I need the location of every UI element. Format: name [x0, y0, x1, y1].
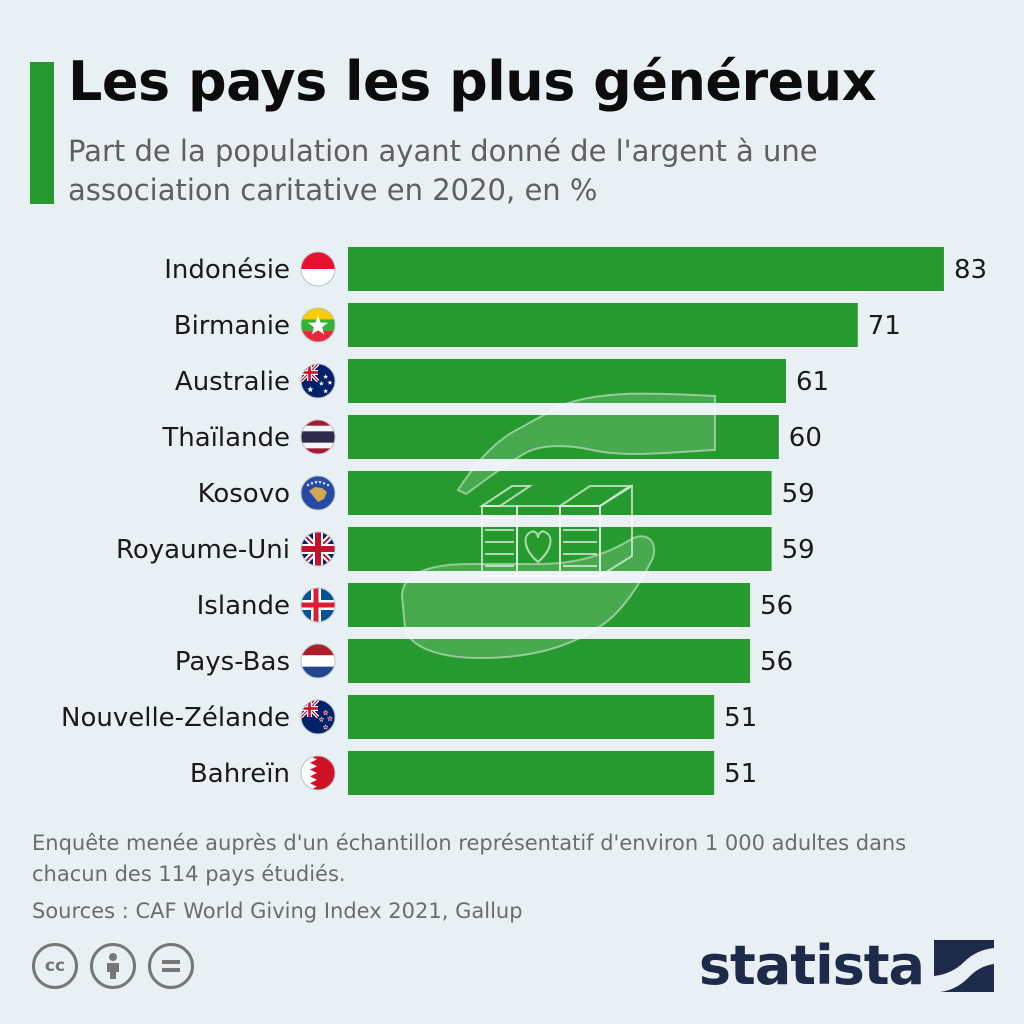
category-label: Birmanie: [174, 311, 290, 341]
attribution-icon: [90, 943, 136, 989]
chart-title: Les pays les plus généreux: [68, 50, 877, 113]
flag-australia-icon: [300, 363, 336, 399]
category-label: Pays-Bas: [175, 647, 290, 677]
cc-label: cc: [44, 956, 66, 976]
statista-logo: statista: [699, 936, 994, 996]
statista-mark-icon: [934, 940, 994, 992]
category-label: Indonésie: [164, 255, 290, 285]
flag-myanmar-icon: [300, 307, 336, 343]
value-label: 61: [796, 367, 829, 397]
flag-thailand-icon: [300, 419, 336, 455]
category-label: Islande: [197, 591, 290, 621]
no-derivatives-icon: [148, 943, 194, 989]
value-label: 56: [760, 591, 793, 621]
category-label: Australie: [175, 367, 290, 397]
flag-uk-icon: [300, 531, 336, 567]
flag-indonesia-icon: [300, 251, 336, 287]
bars-group: [348, 247, 944, 795]
bar-3: [348, 415, 779, 459]
value-label: 60: [789, 423, 822, 453]
category-label: Bahreïn: [190, 759, 290, 789]
flag-new-zealand-icon: [300, 699, 336, 735]
flag-netherlands-icon: [300, 643, 336, 679]
bar-7: [348, 639, 751, 683]
bar-9: [348, 751, 715, 795]
category-label: Royaume-Uni: [116, 535, 290, 565]
brand-name: statista: [698, 934, 925, 997]
category-label: Kosovo: [198, 479, 290, 509]
value-label: 51: [724, 759, 757, 789]
flag-iceland-icon: [300, 587, 336, 623]
bar-6: [348, 583, 751, 627]
bar-2: [348, 359, 786, 403]
value-label: 71: [868, 311, 901, 341]
value-label: 56: [760, 647, 793, 677]
chart-subtitle: Part de la population ayant donné de l'a…: [68, 134, 818, 207]
flag-kosovo-icon: [300, 475, 336, 511]
accent-bar: [30, 62, 54, 204]
category-label: Nouvelle-Zélande: [61, 703, 290, 733]
value-label: 51: [724, 703, 757, 733]
cc-icon: cc: [32, 943, 78, 989]
flag-bahrain-icon: [300, 755, 336, 791]
charity-hands-icon: [400, 392, 716, 660]
bar-chart: Indonésie 83 Birmanie 71 Australie 61 Thaïland…: [0, 238, 1024, 804]
value-label: 83: [954, 255, 987, 285]
bar-8: [348, 695, 715, 739]
sources: Sources : CAF World Giving Index 2021, G…: [32, 899, 523, 923]
value-label: 59: [782, 479, 815, 509]
value-label: 59: [782, 535, 815, 565]
bar-1: [348, 303, 858, 347]
footnote: Enquête menée auprès d'un échantillon re…: [32, 831, 907, 886]
license-icons: cc: [32, 943, 194, 989]
category-label: Thaïlande: [161, 423, 290, 453]
bar-chart-svg: Indonésie 83 Birmanie 71 Australie 61 Thaïland…: [61, 247, 987, 795]
bar-0: [348, 247, 944, 291]
